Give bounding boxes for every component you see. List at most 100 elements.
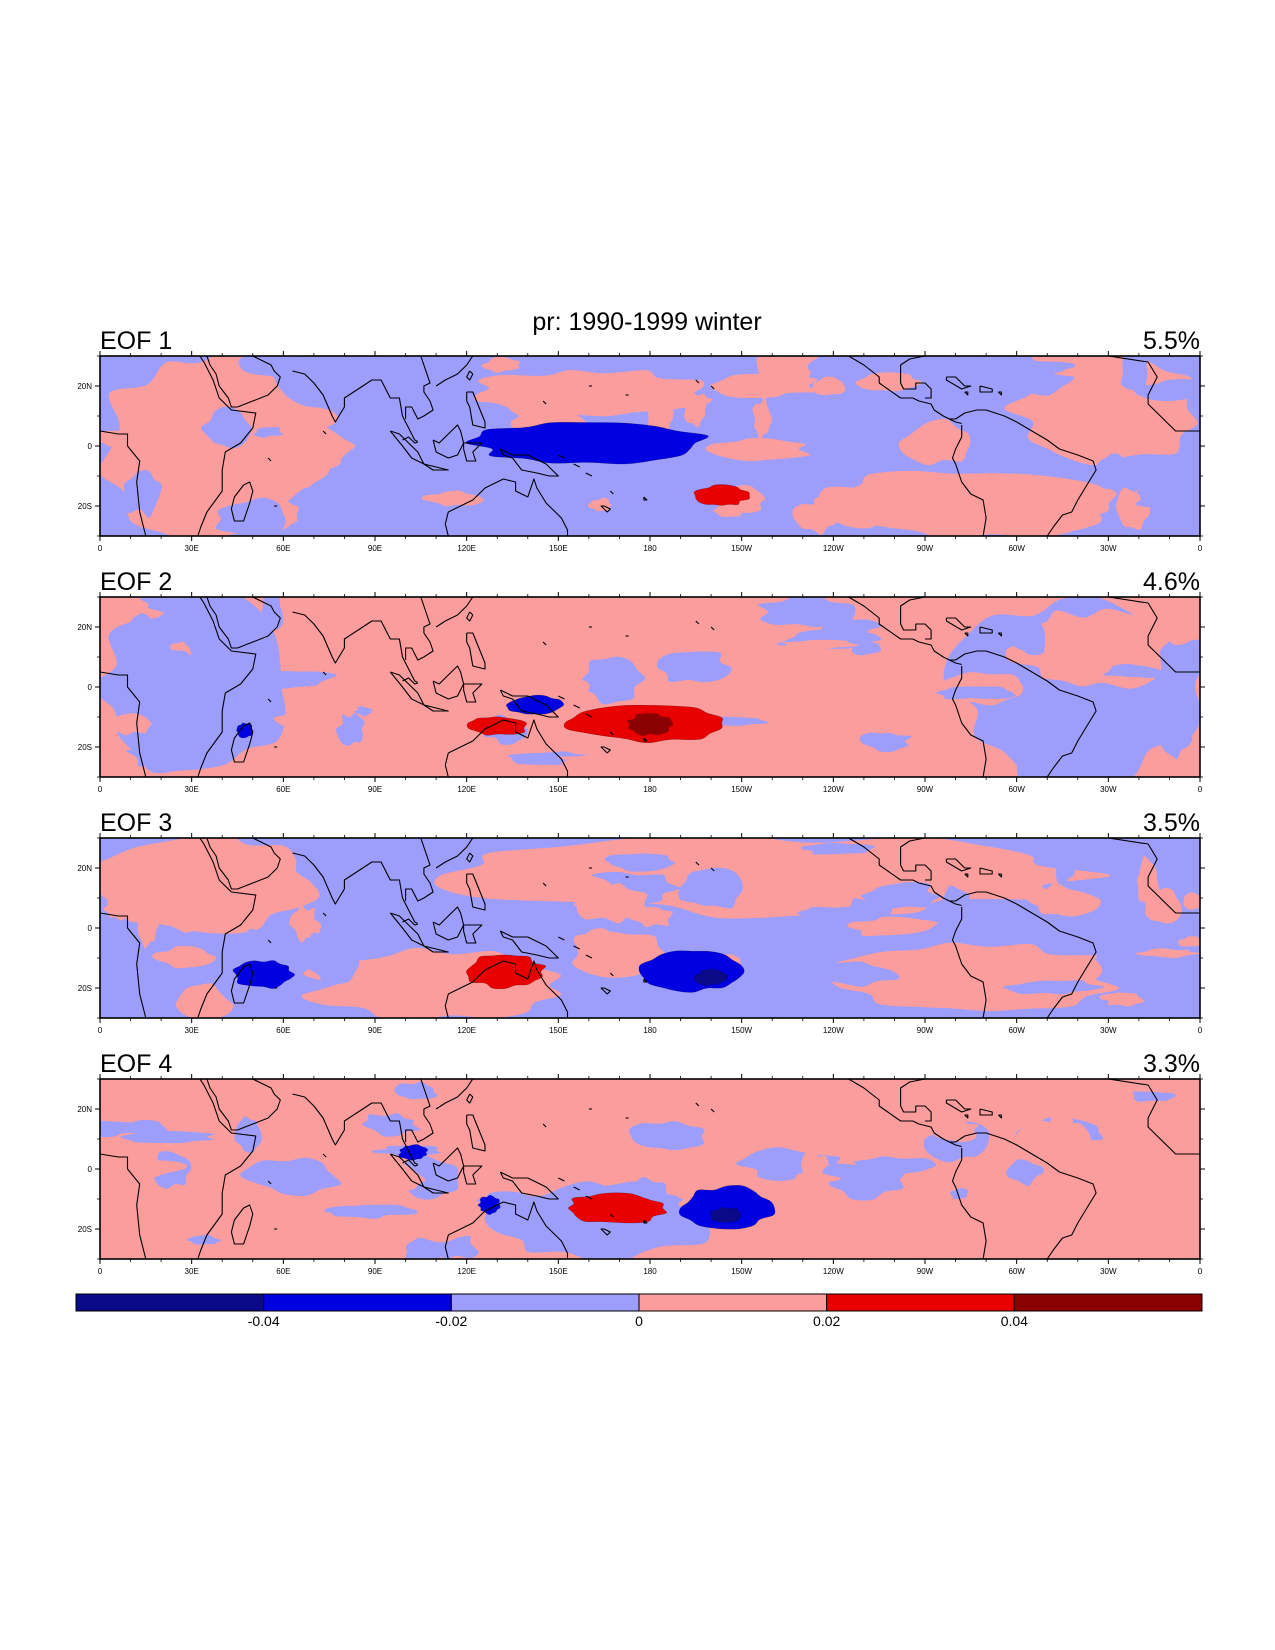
coastline xyxy=(466,1093,474,1104)
coastline xyxy=(949,1132,1097,1259)
coastline xyxy=(466,1114,486,1152)
x-tick-label: 0 xyxy=(98,785,103,794)
coastline xyxy=(322,912,327,917)
field-patch xyxy=(611,1113,642,1153)
coastline xyxy=(951,907,987,1018)
coastline xyxy=(900,356,932,399)
colorbar-label: 0.04 xyxy=(1001,1313,1028,1329)
coastline xyxy=(585,713,593,718)
coastline xyxy=(405,838,434,902)
field-patch xyxy=(329,370,404,413)
colorbar-swatch xyxy=(826,1293,1015,1312)
coastline xyxy=(643,1219,648,1224)
y-tick-label: 20S xyxy=(78,502,92,511)
field-patch xyxy=(187,723,220,762)
x-tick-label: 90W xyxy=(917,785,934,794)
coastline xyxy=(949,891,1097,1018)
field-patch xyxy=(184,624,236,661)
coastline xyxy=(900,838,932,881)
field-patch xyxy=(168,597,235,616)
colorbar-swatch xyxy=(450,1293,640,1312)
field-patch xyxy=(1027,882,1101,917)
coastline xyxy=(389,1153,425,1188)
field-patch xyxy=(781,639,859,650)
field-patch xyxy=(248,440,342,489)
field-patch xyxy=(684,393,708,428)
x-tick-label: 120E xyxy=(457,1026,476,1035)
anomaly-feature xyxy=(678,1185,776,1230)
field-patch xyxy=(187,1234,222,1245)
coastline xyxy=(435,356,474,387)
field-patch xyxy=(1139,379,1200,402)
coastline xyxy=(964,1114,969,1119)
coastline xyxy=(402,918,418,926)
coastline xyxy=(964,873,969,878)
coastline xyxy=(600,987,611,995)
y-tick-label: 20N xyxy=(77,864,92,873)
coastline xyxy=(389,430,425,465)
coastline xyxy=(1108,356,1200,432)
colorbar-label: 0 xyxy=(635,1313,643,1329)
coastline xyxy=(695,1102,700,1107)
panel-label: EOF 1 xyxy=(100,327,172,355)
coastline xyxy=(100,912,147,1018)
field-patch xyxy=(1165,639,1200,660)
coastline xyxy=(100,671,147,777)
coastline xyxy=(695,620,700,625)
panel-label: EOF 4 xyxy=(100,1050,172,1078)
coastline xyxy=(405,356,434,420)
map-field xyxy=(100,597,1200,777)
field-patch xyxy=(243,671,337,689)
field-patch xyxy=(628,1121,705,1151)
field-patch xyxy=(735,854,819,886)
x-tick-label: 0 xyxy=(98,1267,103,1276)
field-patch xyxy=(961,1185,1024,1228)
colorbar-label: -0.04 xyxy=(248,1313,280,1329)
field-patch xyxy=(821,616,882,637)
coastline xyxy=(558,454,565,459)
coastline xyxy=(945,1099,972,1113)
field-patch xyxy=(426,762,517,772)
field-patch xyxy=(587,497,612,512)
coastline xyxy=(448,960,569,1018)
field-patch xyxy=(183,377,222,402)
field-patch xyxy=(290,1223,313,1259)
x-tick-label: 60E xyxy=(276,785,290,794)
field-patch xyxy=(794,1172,841,1183)
coastline xyxy=(463,924,483,944)
y-tick-label: 0 xyxy=(88,442,93,451)
field-patch xyxy=(460,402,519,429)
map-field xyxy=(100,1079,1200,1259)
field-patch xyxy=(847,667,923,678)
field-patch xyxy=(1003,980,1105,995)
coastline xyxy=(206,356,281,408)
field-patch xyxy=(152,946,217,969)
x-tick-label: 30E xyxy=(185,544,199,553)
anomaly-feature xyxy=(477,1194,501,1215)
coastline xyxy=(405,1079,434,1143)
colorbar-label: -0.02 xyxy=(435,1313,467,1329)
coastline xyxy=(499,930,559,959)
coastline xyxy=(206,597,281,649)
coastline xyxy=(423,945,449,953)
field-patch xyxy=(1102,1079,1135,1106)
x-tick-label: 120W xyxy=(823,544,844,553)
coastline xyxy=(951,666,987,777)
coastline xyxy=(463,1165,483,1185)
coastline xyxy=(499,689,559,718)
x-tick-label: 0 xyxy=(98,544,103,553)
x-tick-label: 120W xyxy=(823,1026,844,1035)
coastline xyxy=(267,939,272,944)
coastline xyxy=(997,873,1002,878)
coastline xyxy=(710,385,715,390)
field-region xyxy=(541,992,848,1018)
coastline xyxy=(206,838,281,890)
colorbar-label: 0.02 xyxy=(813,1313,840,1329)
field-patch xyxy=(710,372,818,398)
anomaly-feature xyxy=(398,1144,429,1161)
anomaly-feature xyxy=(466,954,547,990)
field-patch xyxy=(215,497,286,535)
coastline xyxy=(997,391,1002,396)
x-tick-label: 0 xyxy=(1198,544,1203,553)
